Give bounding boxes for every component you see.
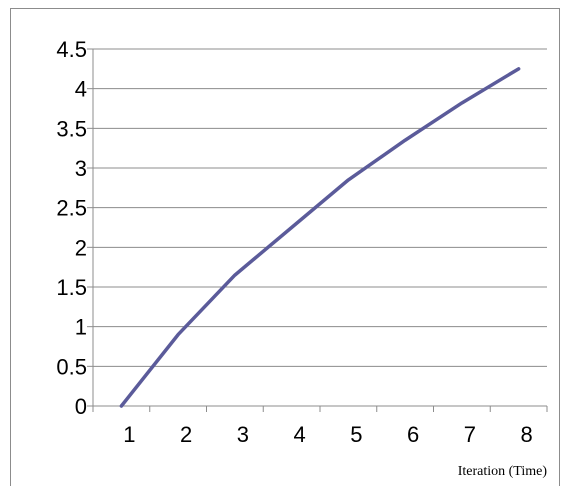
x-axis-tick-labels: 1 2 3 4 5 6 7 8: [123, 422, 533, 447]
y-tick-label: 4: [75, 77, 87, 102]
y-tick-label: 3: [75, 156, 87, 181]
axes: [87, 48, 548, 412]
y-tick-label: 4.5: [56, 37, 87, 62]
y-tick-label: 1.5: [56, 275, 87, 300]
y-tick-label: 0: [75, 394, 87, 419]
series-line: [119, 67, 521, 408]
y-axis-tick-labels: 0 0.5 1 1.5 2 2.5 3 3.5 4 4.5: [56, 37, 87, 419]
y-tick-label: 1: [75, 315, 87, 340]
x-tick-label: 4: [294, 422, 306, 447]
x-tick-label: 8: [521, 422, 533, 447]
series-layer: [119, 67, 521, 408]
y-tick-label: 3.5: [56, 116, 87, 141]
y-tick-label: 2.5: [56, 196, 87, 221]
x-tick-label: 3: [237, 422, 249, 447]
x-tick-label: 7: [464, 422, 476, 447]
x-tick-label: 1: [123, 422, 135, 447]
gridlines: [93, 48, 547, 367]
y-tick-label: 2: [75, 235, 87, 260]
chart-frame: [10, 8, 560, 486]
x-tick-label: 5: [350, 422, 362, 447]
y-tick-label: 0.5: [56, 354, 87, 379]
x-axis-title: Iteration (Time): [458, 464, 548, 479]
x-tick-label: 6: [407, 422, 419, 447]
x-tick-label: 2: [180, 422, 192, 447]
